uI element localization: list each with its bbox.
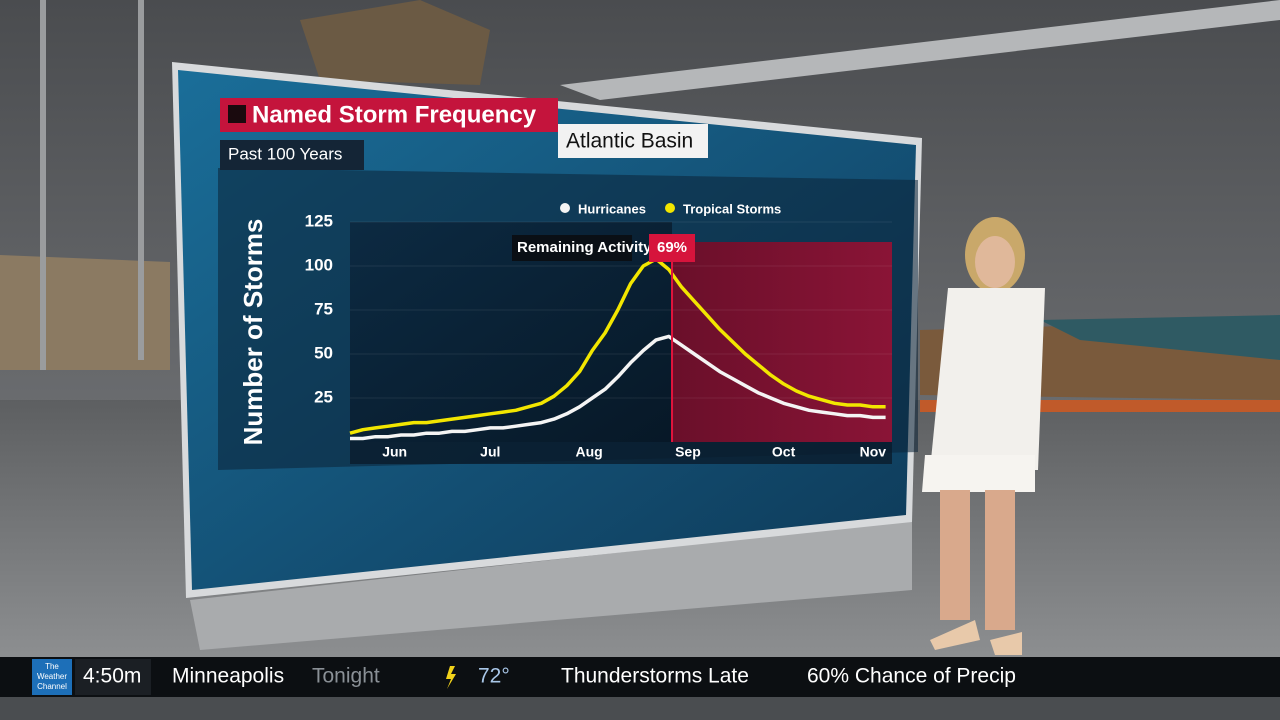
pole bbox=[138, 0, 144, 360]
ticker-temp: 72° bbox=[478, 665, 510, 688]
title-tag: Atlantic Basin bbox=[566, 130, 693, 153]
y-axis-label: Number of Storms bbox=[238, 219, 268, 446]
ticker-precip: 60% Chance of Precip bbox=[807, 665, 1016, 688]
y-tick-label: 75 bbox=[314, 299, 333, 318]
remaining-area bbox=[672, 242, 892, 442]
x-tick-label: Oct bbox=[772, 444, 796, 460]
x-tick-label: Jun bbox=[382, 444, 407, 460]
time-box bbox=[75, 659, 151, 695]
series-line bbox=[349, 257, 886, 435]
y-tick-label: 100 bbox=[305, 255, 333, 274]
y-tick-label: 50 bbox=[314, 343, 333, 362]
series-line bbox=[350, 334, 886, 441]
logo-text: Channel bbox=[37, 682, 67, 691]
pole bbox=[40, 0, 46, 370]
rock bbox=[300, 0, 490, 85]
ticker-period: Tonight bbox=[312, 665, 380, 688]
legend-dot bbox=[665, 203, 675, 213]
logo-text: Weather bbox=[37, 672, 67, 681]
logo bbox=[32, 659, 72, 695]
chart-title: Named Storm Frequency bbox=[252, 101, 537, 128]
bolt-icon bbox=[446, 666, 456, 689]
dune bbox=[0, 255, 170, 370]
annotation-value: 69% bbox=[657, 239, 687, 256]
x-tick-label: Aug bbox=[576, 444, 603, 460]
title-icon bbox=[228, 105, 246, 123]
annotation-box bbox=[512, 235, 633, 261]
x-tick-label: Jul bbox=[480, 444, 500, 460]
y-tick-label: 25 bbox=[314, 387, 333, 406]
y-tick-label: 125 bbox=[305, 211, 333, 230]
logo-text: The bbox=[45, 662, 59, 671]
subtitle-box bbox=[220, 140, 364, 170]
legend-dot bbox=[560, 203, 570, 213]
legend-label: Tropical Storms bbox=[683, 201, 781, 216]
presenter bbox=[922, 217, 1045, 655]
x-tick-label: Sep bbox=[675, 444, 701, 460]
ticker-time: 4:50m bbox=[83, 665, 141, 688]
title-tag-box bbox=[558, 124, 708, 158]
sea bbox=[1040, 315, 1280, 360]
ticker-city: Minneapolis bbox=[172, 665, 284, 688]
x-axis-band bbox=[350, 442, 892, 464]
ticker-condition: Thunderstorms Late bbox=[561, 665, 749, 688]
legend-label: Hurricanes bbox=[578, 201, 646, 216]
screen-stand bbox=[190, 520, 912, 650]
subtitle: Past 100 Years bbox=[228, 144, 342, 163]
beam bbox=[560, 0, 1280, 100]
x-tick-label: Nov bbox=[860, 444, 887, 460]
ticker-bar bbox=[0, 657, 1280, 697]
plot: 25 50 75 100 125 Jun Jul Aug Sep Oct Nov Hurricanes… bbox=[305, 201, 892, 464]
ticker-base bbox=[0, 697, 1280, 720]
title-bar bbox=[220, 98, 558, 132]
annotation-label: Remaining Activity bbox=[517, 239, 652, 256]
annotation-value-box bbox=[649, 234, 696, 262]
